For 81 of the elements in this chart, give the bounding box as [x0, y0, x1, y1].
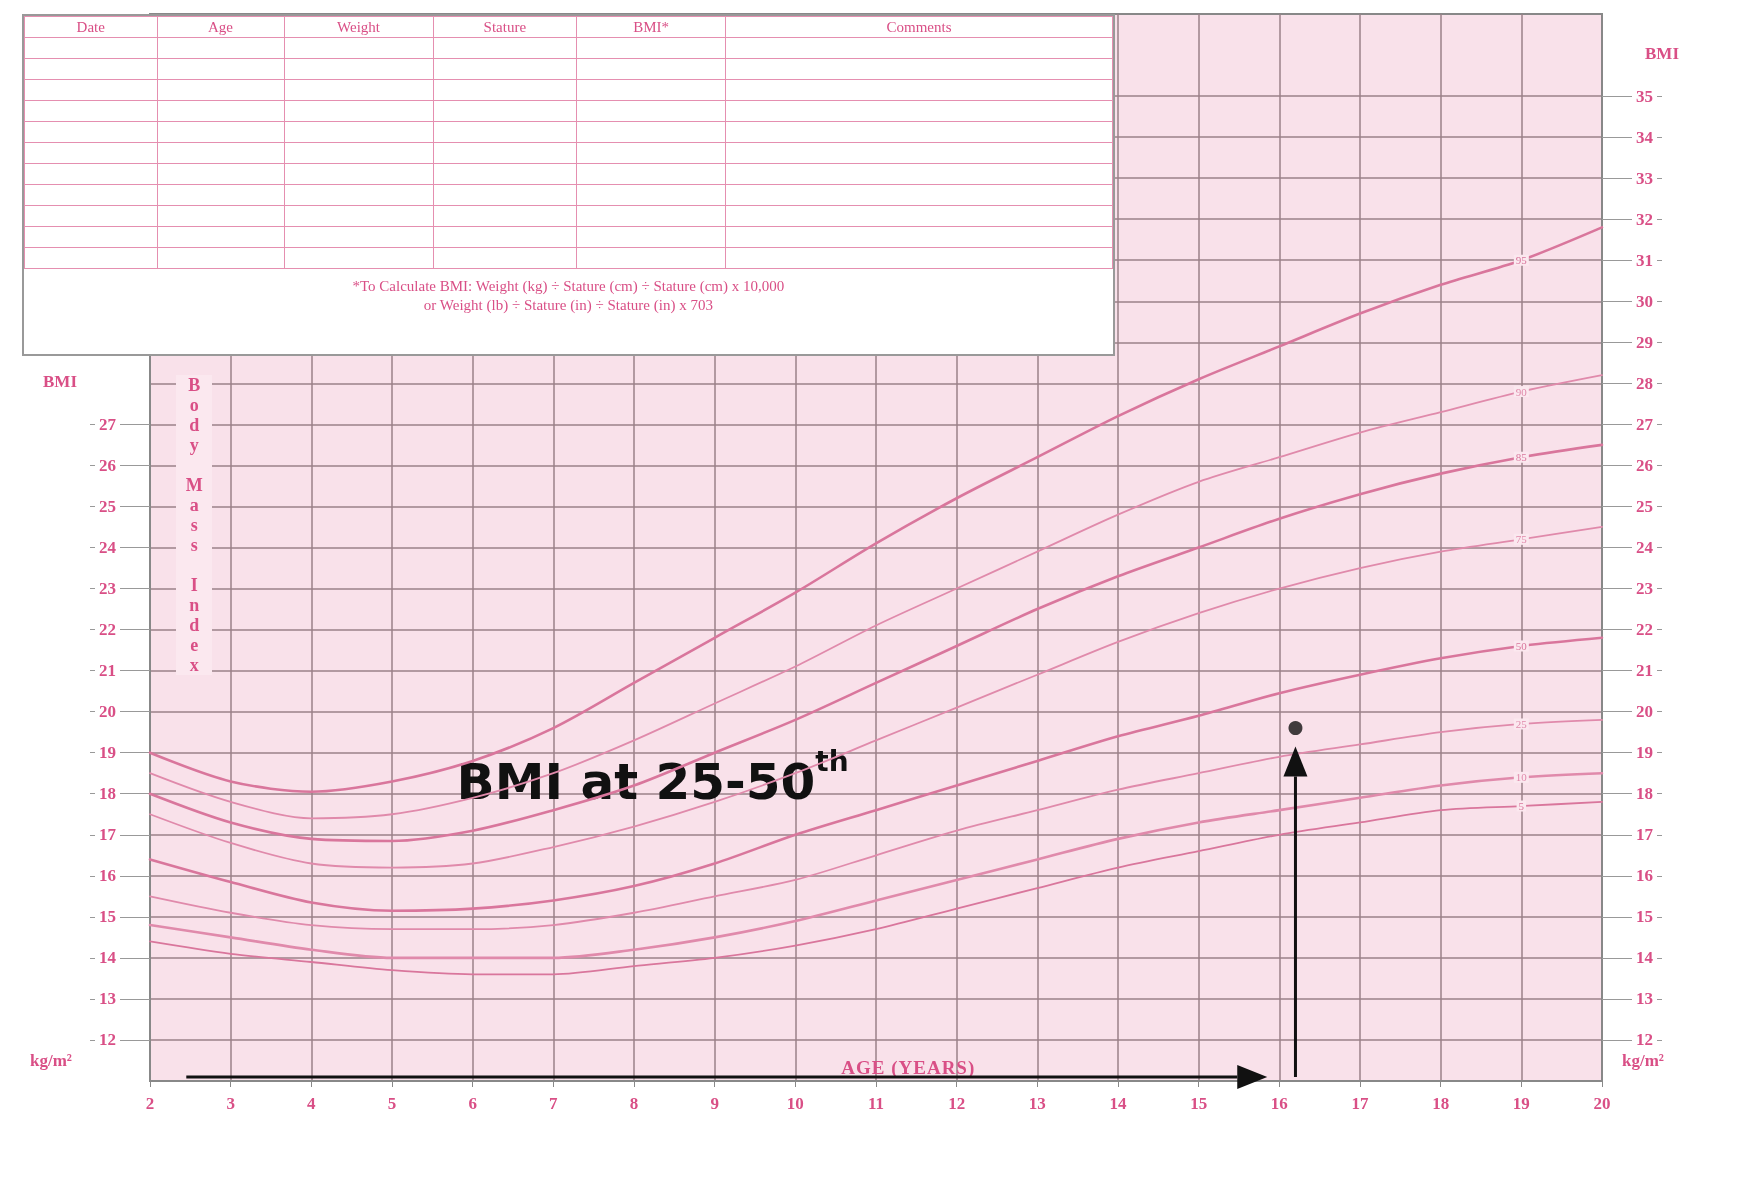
annotation: Stature: [433, 16, 577, 38]
y-tick-label: 23: [99, 579, 116, 599]
series-label: 85: [1515, 451, 1528, 464]
annotation: BMI*: [576, 16, 726, 38]
y2-tick-label: 26: [1636, 455, 1653, 475]
x-tick-label: 20: [1593, 1094, 1611, 1113]
y-tick-label: 17: [99, 825, 117, 845]
y-tick-label: 20: [99, 702, 116, 722]
x-tick-label: 5: [387, 1094, 397, 1113]
series-label: 5: [1518, 800, 1525, 813]
y2-tick-label: 35: [1636, 86, 1653, 106]
y2-tick-label: 13: [1636, 989, 1653, 1009]
y2-tick-label: 34: [1636, 127, 1654, 147]
y2-tick-label: 12: [1636, 1030, 1653, 1050]
x-tick-label: 15: [1190, 1094, 1208, 1113]
y-tick-label: 24: [99, 538, 117, 557]
y2-tick-label: 27: [1636, 414, 1654, 434]
y-tick-label: 27: [99, 414, 117, 434]
y2-tick-label: 22: [1636, 620, 1653, 640]
series-label: 25: [1515, 717, 1528, 730]
annotation: *To Calculate BMI: Weight (kg) ÷ Stature (cm) ÷ Stature (cm) x 10,000: [352, 278, 785, 294]
series-label: 50: [1515, 639, 1528, 652]
y2-tick-label: 33: [1636, 168, 1653, 188]
y-tick-label: 15: [99, 907, 116, 927]
text: Date: [76, 18, 105, 35]
y-tick-label: 22: [99, 620, 116, 640]
y2-tick-label: 14: [1636, 948, 1654, 968]
y2-tick-label: 31: [1636, 250, 1653, 270]
x-tick-label: 9: [710, 1094, 719, 1113]
series-label: 90: [1515, 385, 1528, 398]
x-tick-label: 19: [1512, 1094, 1530, 1113]
series-label: 10: [1515, 771, 1528, 784]
x-tick-label: 18: [1432, 1094, 1450, 1113]
y-tick-label: 21: [99, 661, 116, 681]
y-tick-label: 13: [99, 989, 116, 1009]
x-tick-label: 10: [786, 1094, 804, 1113]
y2-tick-label: 32: [1636, 209, 1653, 229]
x-tick-label: 3: [226, 1094, 235, 1113]
y2-tick-label: 25: [1636, 496, 1653, 516]
annotation: Age: [157, 16, 284, 38]
y-tick-label: 26: [99, 455, 116, 475]
y2-tick-label: 21: [1636, 661, 1653, 681]
y2-tick-label: 15: [1636, 907, 1653, 927]
series-label: 75: [1515, 533, 1528, 546]
x-tick-label: 11: [867, 1094, 885, 1113]
text: kg/m²: [1622, 1051, 1664, 1071]
x-tick-label: 12: [948, 1094, 966, 1113]
x-tick-label: 16: [1270, 1094, 1288, 1113]
y2-tick-label: 23: [1636, 579, 1653, 599]
text: BMI: [43, 372, 77, 392]
y-tick-label: 25: [99, 496, 116, 516]
y2-tick-label: 19: [1636, 743, 1653, 763]
y2-tick-label: 17: [1636, 825, 1654, 845]
text: Body Mass Index: [185, 375, 203, 676]
x-tick-label: 14: [1109, 1094, 1127, 1113]
y2-tick-label: 24: [1636, 538, 1654, 557]
x-tick-label: 17: [1351, 1094, 1369, 1113]
annotation: Weight: [284, 16, 434, 38]
text: BMI: [1642, 44, 1682, 65]
y2-tick-label: 30: [1636, 291, 1653, 311]
x-tick-label: 6: [468, 1094, 477, 1113]
series-label: 95: [1515, 254, 1528, 267]
annotation: or Weight (lb) ÷ Stature (in) ÷ Stature (in) x 703: [423, 297, 713, 313]
y2-tick-label: 18: [1636, 784, 1653, 804]
y2-tick-label: 16: [1636, 866, 1653, 886]
annotation: Comments: [725, 16, 1113, 38]
x-tick-label: 4: [307, 1094, 317, 1113]
y2-tick-label: 20: [1636, 702, 1653, 722]
x-axis-title: AGE (YEARS): [840, 1056, 977, 1079]
y-tick-label: 18: [99, 784, 116, 804]
text: kg/m²: [30, 1051, 72, 1070]
y-tick-label: 12: [99, 1030, 116, 1050]
y2-tick-label: 29: [1636, 332, 1653, 352]
x-tick-label: 7: [549, 1094, 559, 1113]
y-tick-label: 16: [99, 866, 116, 886]
x-tick-label: 8: [629, 1094, 639, 1113]
y-tick-label: 19: [99, 743, 116, 763]
y-tick-label: 14: [99, 948, 117, 968]
y2-tick-label: 28: [1636, 373, 1653, 393]
x-tick-label: 13: [1028, 1094, 1046, 1113]
x-tick-label: 2: [145, 1094, 155, 1113]
